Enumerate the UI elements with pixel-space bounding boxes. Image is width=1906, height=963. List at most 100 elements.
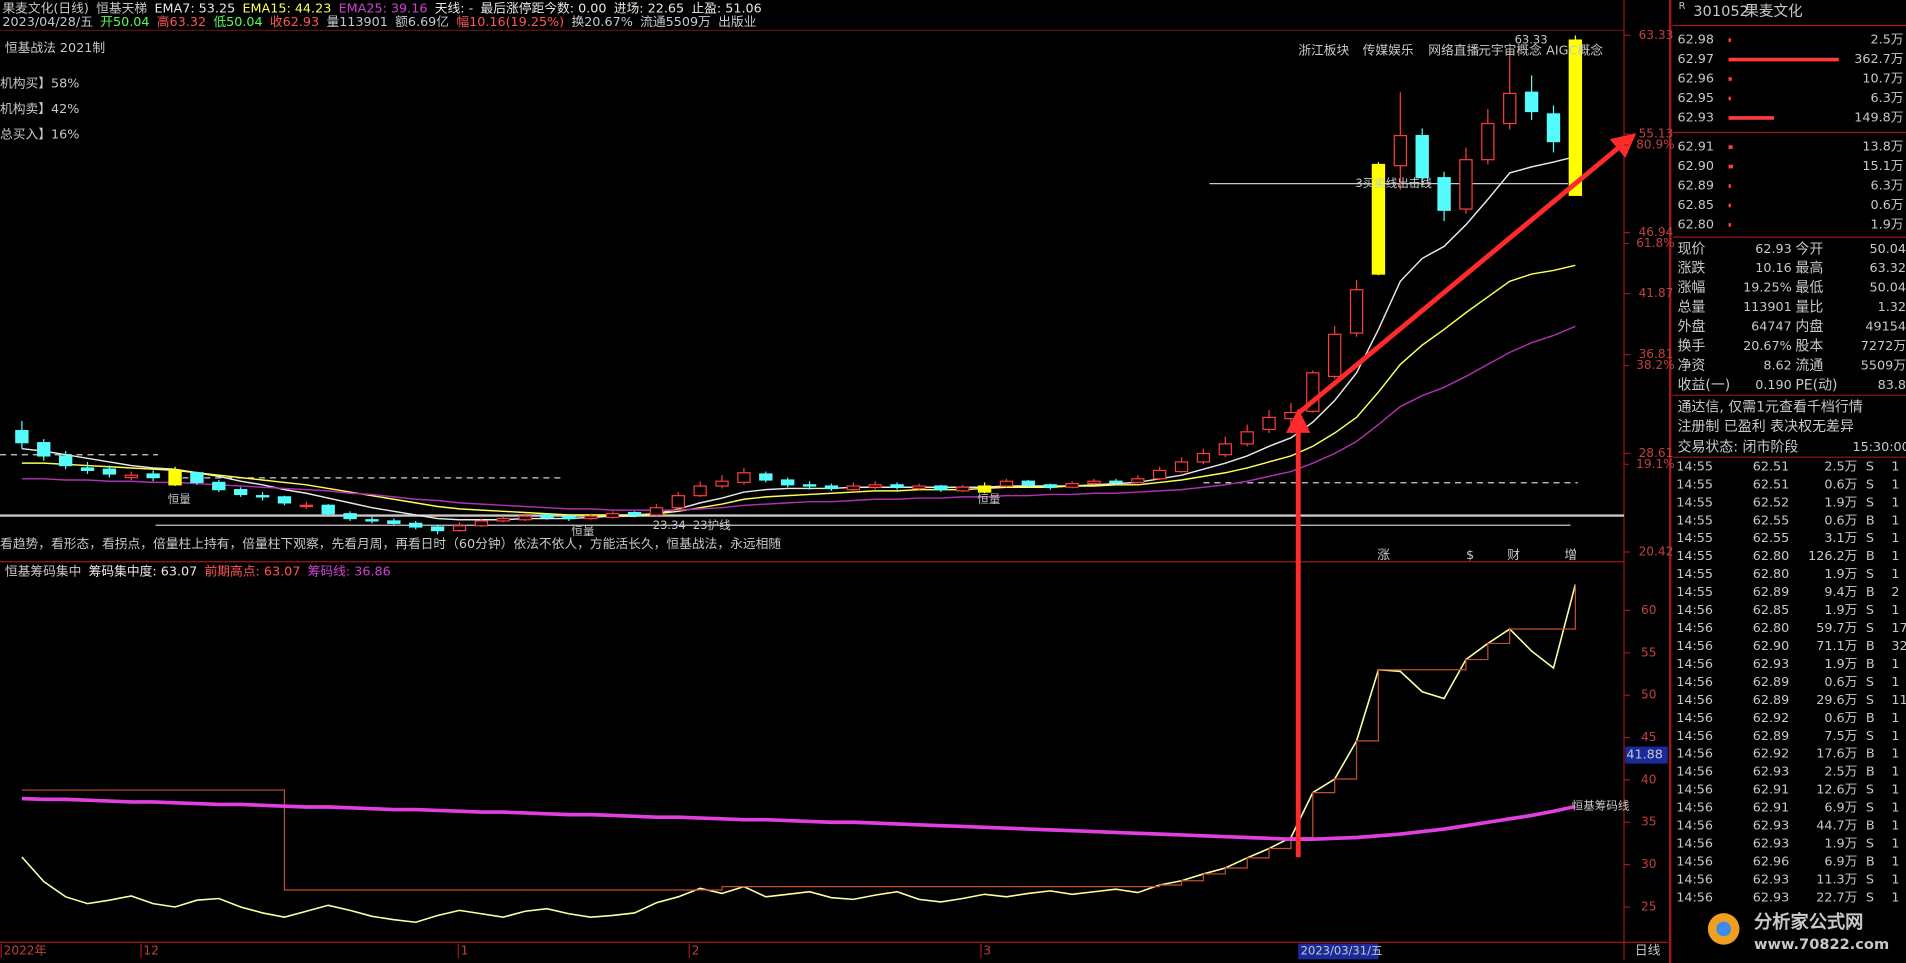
trade-volume: 3.1万 [1824, 531, 1857, 546]
y-tick-label: 60 [1641, 603, 1656, 617]
chip-label: 筹码集中度: 63.07 [89, 563, 198, 579]
trade-price: 62.90 [1753, 639, 1790, 654]
chip-label: 前期高点: 63.07 [205, 563, 301, 579]
trade-side: S [1866, 783, 1874, 798]
y-tick-label: 63.33 [1639, 28, 1674, 42]
candle-body [1459, 159, 1473, 210]
book-volume: 6.3万 [1871, 179, 1904, 194]
header-item: 2023/04/28/五 [2, 14, 93, 29]
candle-body [912, 485, 926, 490]
candle-body [255, 495, 270, 498]
ma-line [21, 264, 1576, 516]
candle-body [649, 507, 664, 516]
annotation: 恒量 [168, 492, 192, 506]
trade-price: 62.91 [1753, 801, 1790, 816]
cursor-date: 2023/03/31/五 [1301, 943, 1383, 957]
book-price: 62.89 [1677, 179, 1714, 194]
header-item: 额6.69亿 [395, 14, 449, 29]
trade-volume: 1.9万 [1824, 657, 1857, 672]
candle-body [365, 519, 379, 522]
x-tick-label: 3 [983, 943, 991, 957]
concept-tag: 传媒娱乐 [1363, 44, 1414, 59]
candle-body [780, 479, 795, 486]
trade-count: 32 [1891, 639, 1906, 654]
logo-icon [1716, 921, 1731, 937]
stat-value: 83.8 [1878, 378, 1906, 393]
chip-line [21, 584, 1577, 924]
stat-value: 49154 [1865, 320, 1906, 335]
header-item: 流通5509万 [640, 14, 711, 29]
trade-volume: 0.6万 [1824, 513, 1857, 528]
trade-count: 1 [1891, 567, 1899, 582]
book-bar [1728, 184, 1731, 188]
candle-body [1131, 478, 1145, 484]
candle-body [584, 515, 598, 520]
stat-label: 总量 [1677, 300, 1705, 316]
trade-time: 14:56 [1676, 872, 1713, 887]
book-price: 62.96 [1677, 72, 1714, 87]
candle-body [671, 495, 685, 509]
candle-body [1546, 113, 1561, 143]
trade-volume: 12.6万 [1816, 783, 1857, 798]
chip-line-label: 恒基筹码线 [1572, 799, 1630, 813]
stat-label: 外盘 [1677, 318, 1705, 335]
stat-value: 8.62 [1763, 358, 1791, 373]
header-item: 出版业 [718, 14, 756, 29]
header-line: 果麦文化(日线) 恒基天梯 EMA7: 53.25 EMA15: 44.23 EMA25… [2, 0, 761, 16]
status-time: 15:30:00 [1853, 440, 1906, 455]
trade-time: 14:56 [1676, 693, 1713, 708]
stat-value: 63.32 [1869, 261, 1906, 276]
stat-label: 收益(一) [1677, 377, 1730, 393]
candle-body [321, 504, 335, 515]
trade-price: 62.51 [1753, 459, 1790, 474]
trade-side: S [1866, 801, 1874, 816]
y-tick-label: 40 [1641, 772, 1656, 786]
header-item: 开50.04 [100, 14, 149, 29]
header-item: 低50.04 [213, 14, 262, 29]
candle-body [605, 513, 620, 518]
y-tick-label: 55 [1641, 645, 1656, 659]
candle-body [387, 520, 401, 524]
trade-time: 14:56 [1676, 765, 1713, 780]
stock-name: 果麦文化 [1744, 3, 1803, 20]
indicator-stat: 机构卖】42% [0, 102, 79, 117]
candle-body [430, 526, 445, 532]
stat-value: 1.32 [1878, 300, 1906, 315]
header-item: 天线: - [435, 1, 473, 16]
candle-body [15, 430, 29, 444]
marker: 财 [1507, 548, 1520, 563]
ma-line [21, 325, 1576, 511]
trade-time: 14:56 [1676, 890, 1713, 905]
trade-price: 62.89 [1753, 729, 1790, 744]
trade-side: S [1866, 621, 1874, 636]
trade-side: B [1866, 513, 1875, 528]
y-tick-label: 20.42 [1639, 545, 1674, 559]
trade-count: 1 [1891, 765, 1899, 780]
candle-body [934, 485, 948, 491]
trade-time: 14:56 [1676, 855, 1713, 870]
trade-count: 1 [1891, 783, 1899, 798]
candle-body [277, 496, 292, 504]
trade-time: 14:56 [1676, 657, 1713, 672]
candle-body [1371, 163, 1386, 275]
stock-code: 301052 [1693, 3, 1749, 20]
candle-body [233, 489, 248, 496]
trade-volume: 22.7万 [1816, 890, 1857, 905]
candle-body [1349, 289, 1364, 334]
header-item: EMA7: 53.25 [154, 1, 235, 16]
trade-side: S [1866, 603, 1874, 618]
watermark-title: 分析家公式网 [1754, 911, 1863, 933]
trade-count: 1 [1891, 855, 1899, 870]
trade-time: 14:56 [1676, 603, 1713, 618]
trade-volume: 126.2万 [1808, 549, 1857, 564]
trade-time: 14:55 [1676, 549, 1713, 564]
header-item: 收62.93 [270, 14, 319, 29]
book-price: 62.98 [1677, 33, 1714, 48]
candle-body [1043, 484, 1057, 488]
trade-time: 14:56 [1676, 837, 1713, 852]
book-price: 62.85 [1677, 198, 1714, 213]
trade-time: 14:56 [1676, 729, 1713, 744]
candle-body [452, 525, 467, 532]
stat-label: 涨跌 [1677, 261, 1705, 277]
